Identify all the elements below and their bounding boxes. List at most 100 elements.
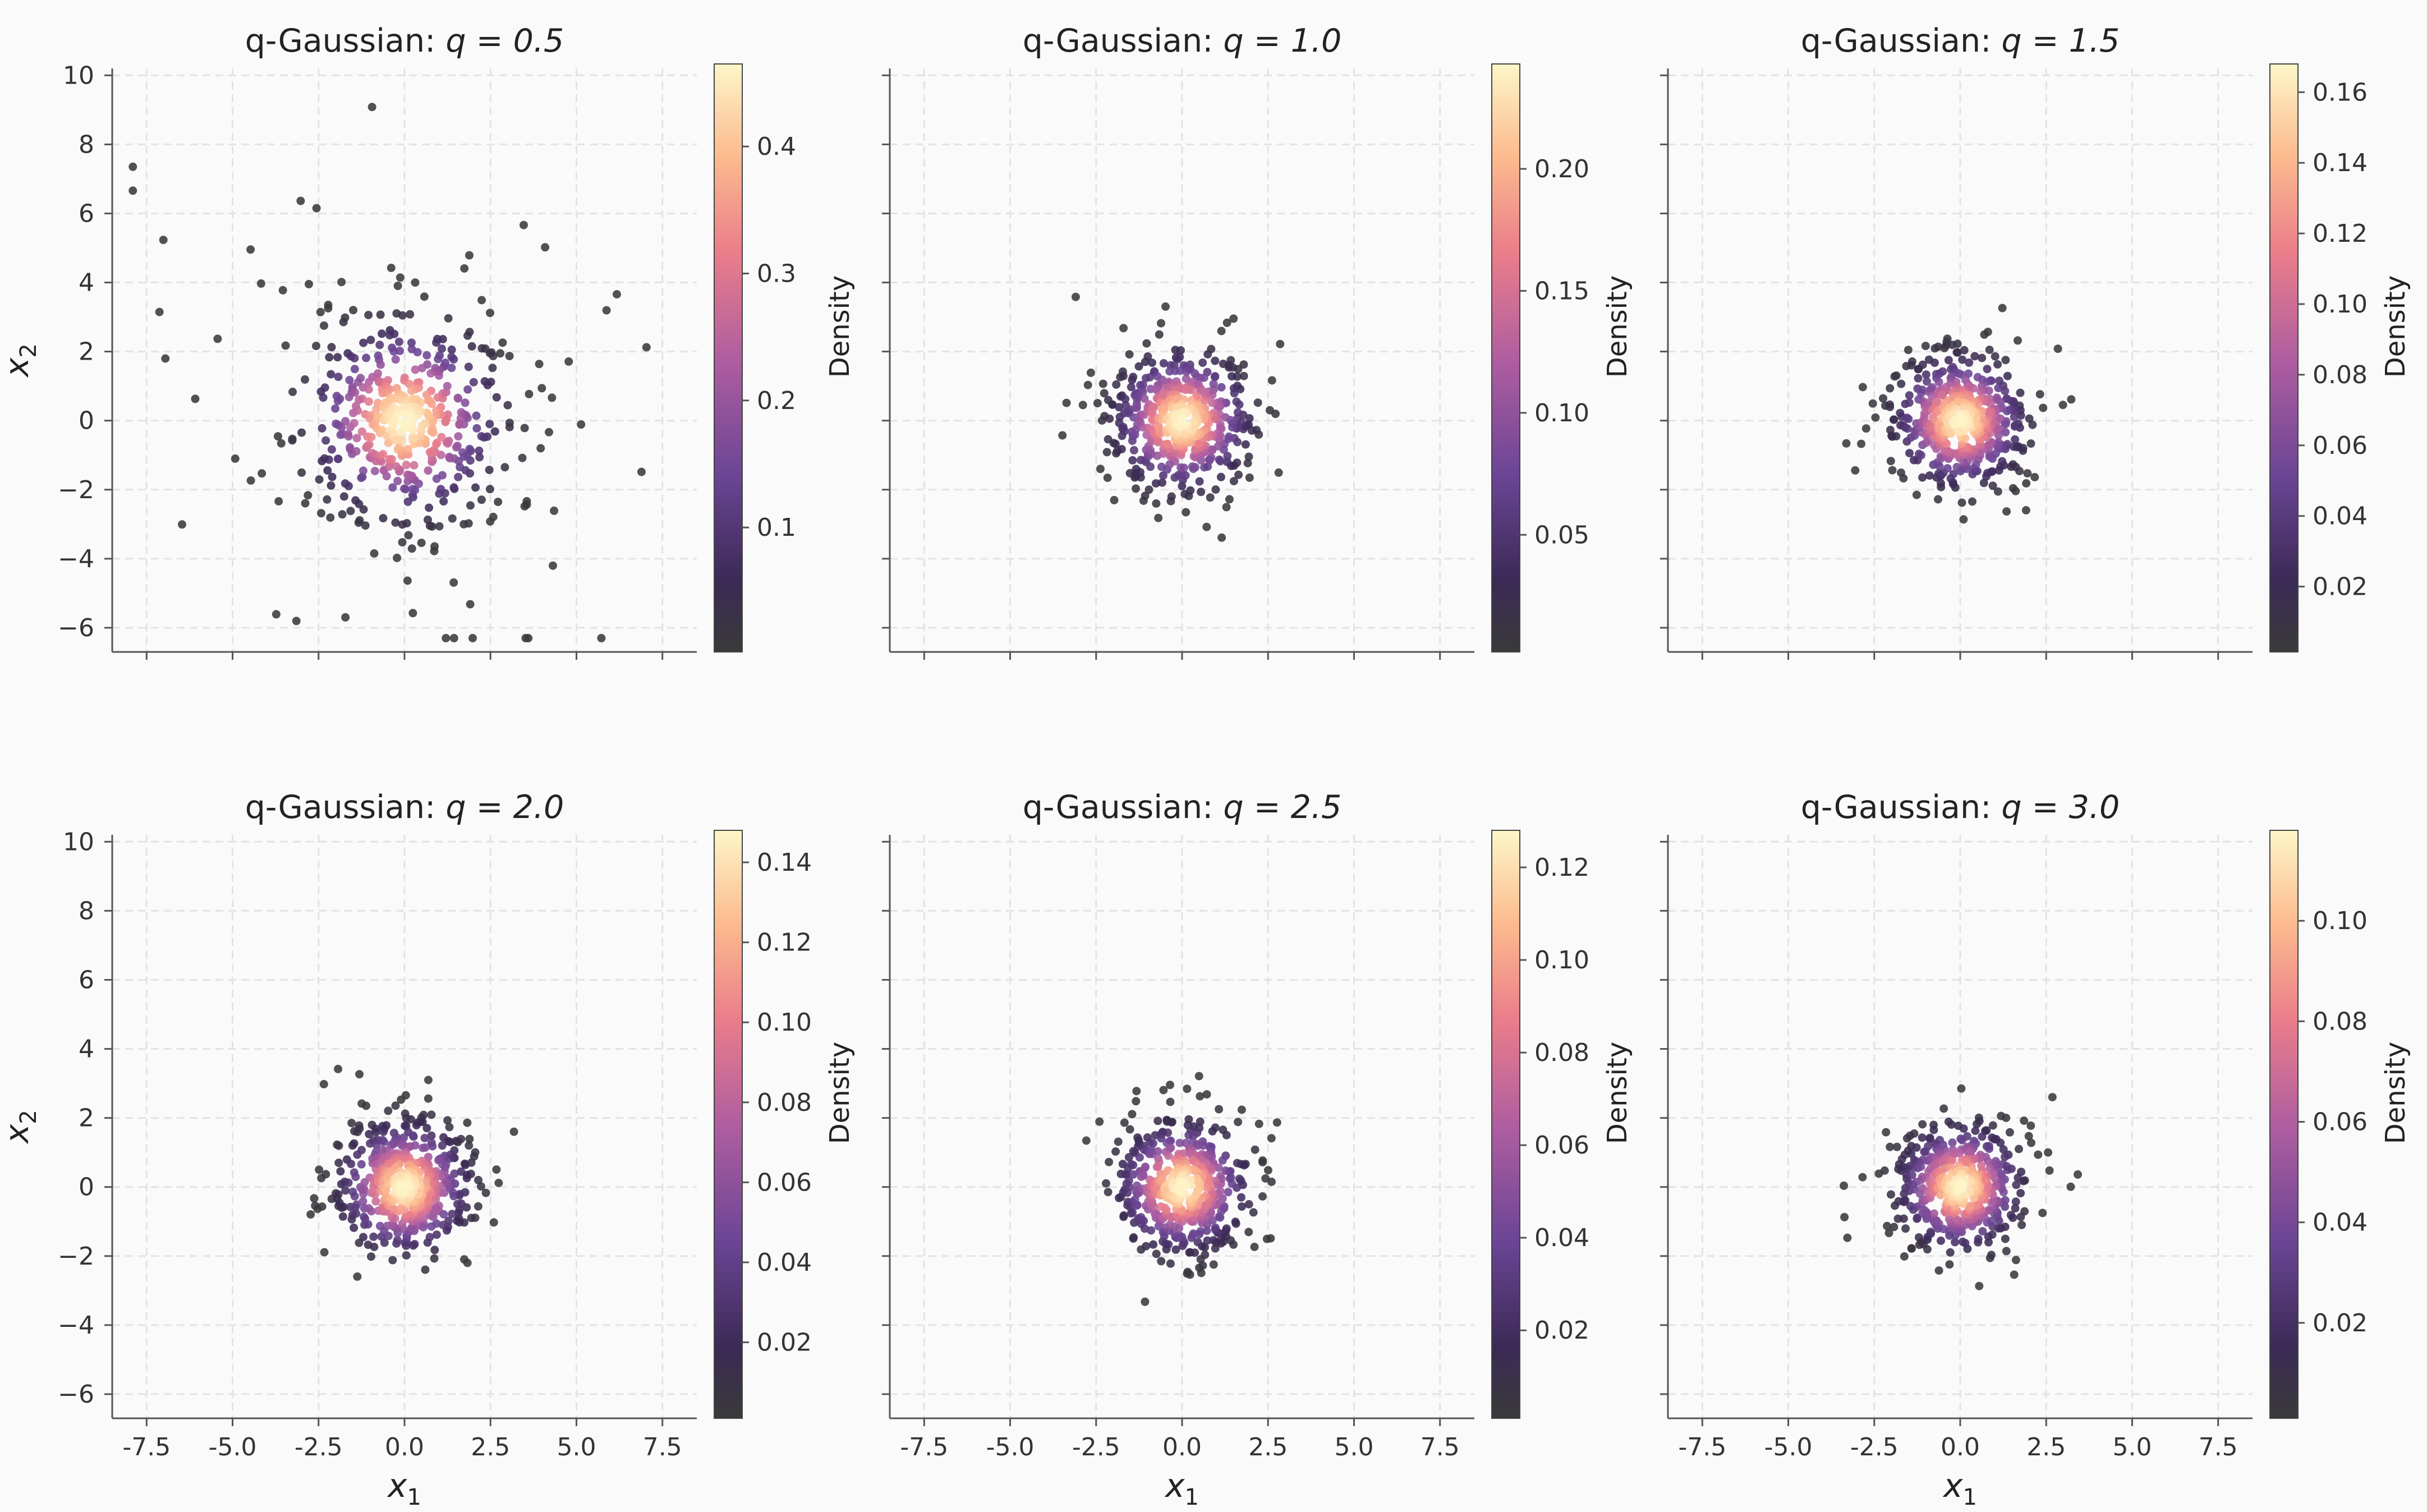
scatter-point <box>327 343 336 352</box>
scatter-point <box>335 394 344 403</box>
scatter-point <box>454 472 463 481</box>
scatter-point <box>1095 1117 1104 1126</box>
scatter-point <box>1134 362 1143 371</box>
scatter-point <box>1178 414 1187 423</box>
scatter-point <box>1105 414 1114 423</box>
scatter-point <box>545 428 553 436</box>
scatter-point <box>477 344 486 353</box>
scatter-point <box>520 220 528 229</box>
scatter-point <box>367 1207 376 1216</box>
scatter-point <box>406 310 415 319</box>
scatter-point <box>1132 1097 1141 1106</box>
scatter-point <box>1165 1220 1174 1229</box>
scatter-point <box>1132 484 1140 493</box>
scatter-point <box>1177 1186 1186 1195</box>
x-tick-label: -7.5 <box>122 1433 171 1462</box>
scatter-point <box>391 355 400 364</box>
scatter-point <box>1141 1163 1150 1172</box>
scatter-point <box>1201 396 1209 405</box>
scatter-point <box>1955 1180 1964 1189</box>
scatter-point <box>1905 398 1914 407</box>
scatter-point <box>288 434 297 443</box>
scatter-point <box>1880 1166 1889 1175</box>
panel-title: q-Gaussian: q = 2.5 <box>1023 789 1342 826</box>
scatter-point <box>365 1130 374 1138</box>
panel-title-q: q = 3.0 <box>2001 789 2120 826</box>
scatter-point <box>1922 370 1930 379</box>
scatter-point <box>350 1192 359 1201</box>
scatter-point <box>2020 1116 2029 1125</box>
scatter-point <box>1222 1130 1231 1139</box>
scatter-point <box>1223 452 1232 461</box>
scatter-point <box>442 633 451 642</box>
scatter-point <box>319 1079 328 1088</box>
scatter-point <box>2008 460 2017 469</box>
scatter-point <box>1171 1245 1180 1254</box>
scatter-point <box>427 1222 436 1231</box>
scatter-point <box>1904 346 1913 355</box>
scatter-point <box>1980 330 1989 339</box>
scatter-point <box>362 1101 371 1110</box>
scatter-point <box>460 1255 468 1264</box>
scatter-point <box>2026 1121 2035 1130</box>
scatter-point <box>1141 357 1150 366</box>
colorbar-label: Density <box>2380 1042 2411 1144</box>
scatter-point <box>461 398 470 407</box>
scatter-point <box>379 1127 388 1136</box>
scatter-point <box>391 1101 400 1110</box>
scatter-point <box>274 432 282 441</box>
scatter-point <box>1125 1183 1134 1192</box>
scatter-point <box>564 357 573 366</box>
scatter-point <box>2002 507 2011 516</box>
scatter-point <box>448 1210 457 1219</box>
scatter-point <box>1182 367 1191 376</box>
scatter-point <box>2014 336 2022 345</box>
scatter-point <box>128 162 137 171</box>
scatter-point <box>312 342 320 351</box>
scatter-point <box>358 472 367 481</box>
scatter-point <box>1182 508 1190 517</box>
scatter-point <box>1125 350 1134 359</box>
scatter-point <box>1959 515 1968 524</box>
scatter-point <box>2024 1132 2033 1141</box>
scatter-point <box>1953 348 1962 357</box>
scatter-point <box>1201 1251 1210 1259</box>
colorbar-tick-label: 0.12 <box>757 929 812 957</box>
scatter-point <box>1914 1233 1923 1242</box>
scatter-point <box>375 341 384 350</box>
scatter-point <box>407 544 416 553</box>
scatter-point <box>1120 426 1129 435</box>
scatter-point <box>1208 1127 1217 1136</box>
x-tick-label: 7.5 <box>1421 1433 1460 1462</box>
scatter-point <box>327 370 335 379</box>
scatter-point <box>1185 1248 1194 1257</box>
scatter-point <box>1237 1105 1246 1114</box>
scatter-point <box>1129 1161 1138 1170</box>
scatter-point <box>489 512 498 521</box>
scatter-point <box>1174 420 1183 429</box>
scatter-point <box>310 1194 319 1203</box>
scatter-point <box>439 1133 448 1142</box>
colorbar-tick-label: 0.4 <box>757 132 796 161</box>
x-tick-label: 2.5 <box>2026 1433 2066 1462</box>
scatter-point <box>424 515 432 524</box>
panel-title-q: q = 2.5 <box>1223 789 1341 826</box>
scatter-point <box>128 186 137 195</box>
scatter-point <box>402 461 411 470</box>
scatter-point <box>353 1272 362 1281</box>
scatter-point <box>1973 1120 1982 1129</box>
x-tick-label: -5.0 <box>986 1433 1035 1462</box>
scatter-point <box>1184 1130 1193 1139</box>
scatter-point <box>420 292 429 301</box>
scatter-point <box>1142 1242 1151 1251</box>
scatter-point <box>496 349 505 358</box>
scatter-point <box>1120 1118 1129 1127</box>
scatter-point <box>444 314 453 323</box>
scatter-point <box>466 600 475 609</box>
scatter-point <box>1879 394 1887 403</box>
scatter-point <box>378 426 387 434</box>
panel-title: q-Gaussian: q = 1.0 <box>1023 22 1342 59</box>
scatter-point <box>1216 472 1225 481</box>
scatter-point <box>1266 406 1274 415</box>
scatter-point <box>1071 292 1080 301</box>
